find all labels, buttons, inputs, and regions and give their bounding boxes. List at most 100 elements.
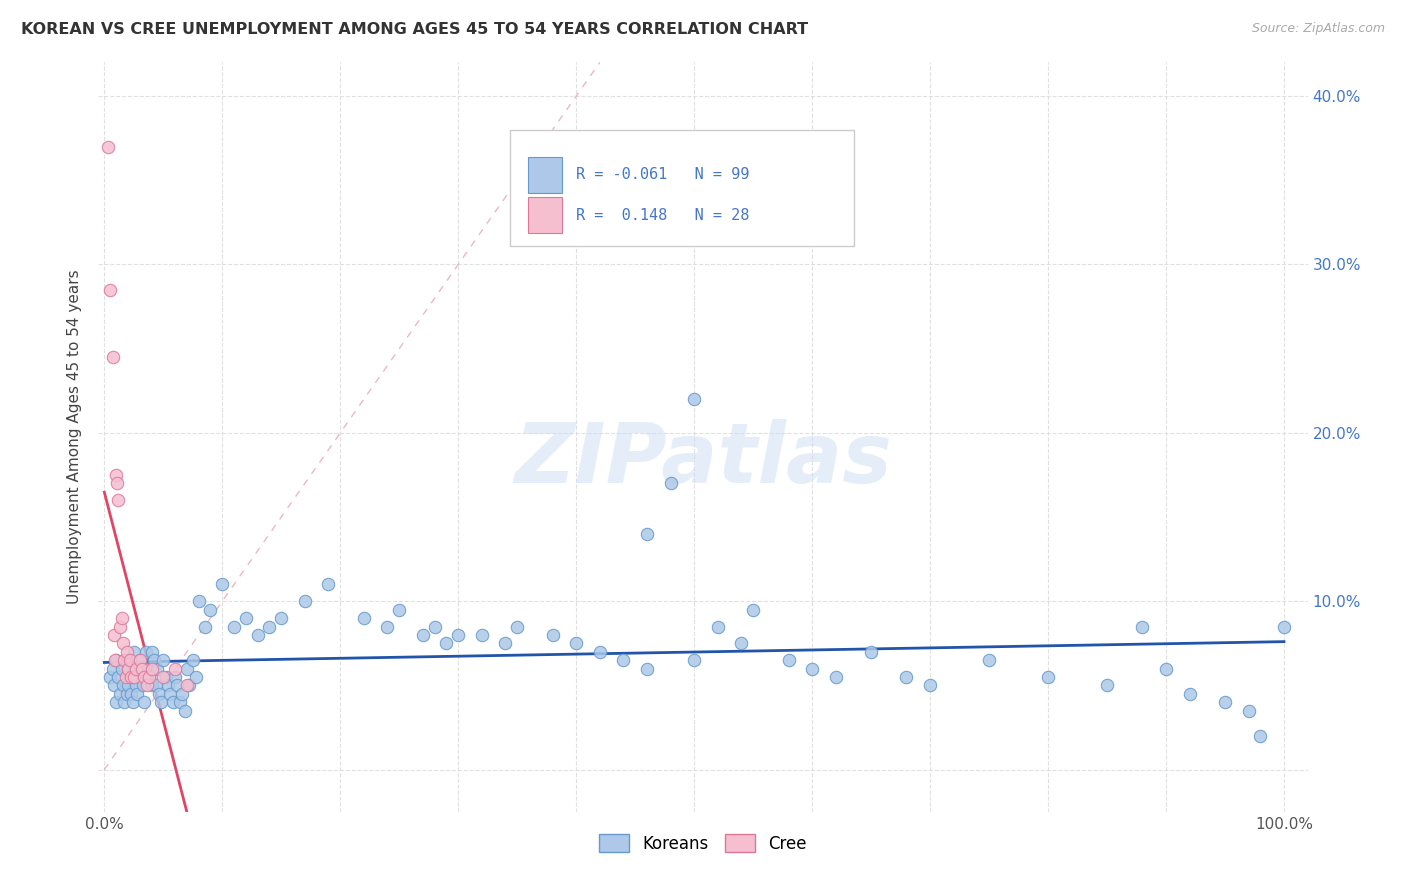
Point xyxy=(270,611,292,625)
Point xyxy=(436,636,458,650)
Point xyxy=(115,687,138,701)
Point xyxy=(103,678,125,692)
Point xyxy=(683,653,706,667)
Point xyxy=(112,653,135,667)
FancyBboxPatch shape xyxy=(509,130,855,246)
Point xyxy=(179,678,201,692)
Point xyxy=(132,678,155,692)
Point xyxy=(423,619,446,633)
Point xyxy=(157,678,180,692)
Point xyxy=(141,645,163,659)
Point xyxy=(636,662,658,676)
Point xyxy=(121,695,143,709)
Point xyxy=(896,670,918,684)
Point xyxy=(659,476,682,491)
Text: ZIPatlas: ZIPatlas xyxy=(515,419,891,500)
Point xyxy=(235,611,257,625)
Point xyxy=(169,695,191,709)
Point xyxy=(706,619,728,633)
Point xyxy=(107,493,129,508)
Point xyxy=(108,619,131,633)
Point xyxy=(114,653,136,667)
Point xyxy=(506,619,529,633)
Point xyxy=(131,662,153,676)
Bar xyxy=(527,157,561,193)
Point xyxy=(138,670,160,684)
Point xyxy=(353,611,375,625)
Point xyxy=(860,645,883,659)
Point xyxy=(471,628,494,642)
Point xyxy=(222,619,245,633)
Point xyxy=(145,678,167,692)
Point xyxy=(246,628,269,642)
Point xyxy=(97,139,120,153)
Point xyxy=(135,645,157,659)
Text: Source: ZipAtlas.com: Source: ZipAtlas.com xyxy=(1251,22,1385,36)
Point xyxy=(176,662,198,676)
Point xyxy=(186,670,208,684)
Point xyxy=(166,678,188,692)
Point xyxy=(101,350,124,364)
Point xyxy=(125,662,148,676)
Text: R =  0.148   N = 28: R = 0.148 N = 28 xyxy=(576,208,749,223)
Point xyxy=(122,645,145,659)
Point xyxy=(98,283,121,297)
Point xyxy=(117,662,139,676)
Point xyxy=(173,704,195,718)
Point xyxy=(120,670,142,684)
Point xyxy=(138,670,160,684)
Point xyxy=(412,628,434,642)
Point xyxy=(1154,662,1177,676)
Point xyxy=(149,695,172,709)
Point xyxy=(742,602,765,616)
Point xyxy=(200,602,222,616)
Point xyxy=(1272,619,1295,633)
Point xyxy=(778,653,800,667)
Point xyxy=(128,670,150,684)
Y-axis label: Unemployment Among Ages 45 to 54 years: Unemployment Among Ages 45 to 54 years xyxy=(67,269,83,605)
Point xyxy=(120,687,142,701)
Point xyxy=(920,678,942,692)
Point xyxy=(1036,670,1059,684)
Point xyxy=(128,653,150,667)
Point xyxy=(1132,619,1154,633)
Point xyxy=(125,678,148,692)
Point xyxy=(259,619,281,633)
Point xyxy=(141,678,163,692)
Point xyxy=(111,611,134,625)
Point xyxy=(152,653,174,667)
Point xyxy=(120,670,142,684)
Point xyxy=(181,653,204,667)
Point xyxy=(127,687,149,701)
Point xyxy=(134,695,156,709)
Bar xyxy=(527,197,561,233)
Point xyxy=(194,619,217,633)
Point xyxy=(172,687,194,701)
Point xyxy=(1249,729,1271,743)
Point xyxy=(589,645,612,659)
Point xyxy=(131,662,153,676)
Point xyxy=(114,670,136,684)
Point xyxy=(101,662,124,676)
Point xyxy=(683,392,706,407)
Point xyxy=(1178,687,1201,701)
Point xyxy=(135,662,157,676)
Point xyxy=(120,653,142,667)
Point xyxy=(1237,704,1260,718)
Point xyxy=(494,636,516,650)
Point xyxy=(152,670,174,684)
Point xyxy=(105,476,128,491)
Point xyxy=(162,695,184,709)
Point xyxy=(541,628,564,642)
Point xyxy=(447,628,470,642)
Point xyxy=(565,636,588,650)
Point xyxy=(318,577,340,591)
Point xyxy=(98,670,121,684)
Point xyxy=(824,670,846,684)
Point xyxy=(117,662,139,676)
Point xyxy=(105,695,128,709)
Point xyxy=(105,653,128,667)
Point xyxy=(1095,678,1118,692)
Legend: Koreans, Cree: Koreans, Cree xyxy=(592,828,814,860)
Point xyxy=(155,670,177,684)
